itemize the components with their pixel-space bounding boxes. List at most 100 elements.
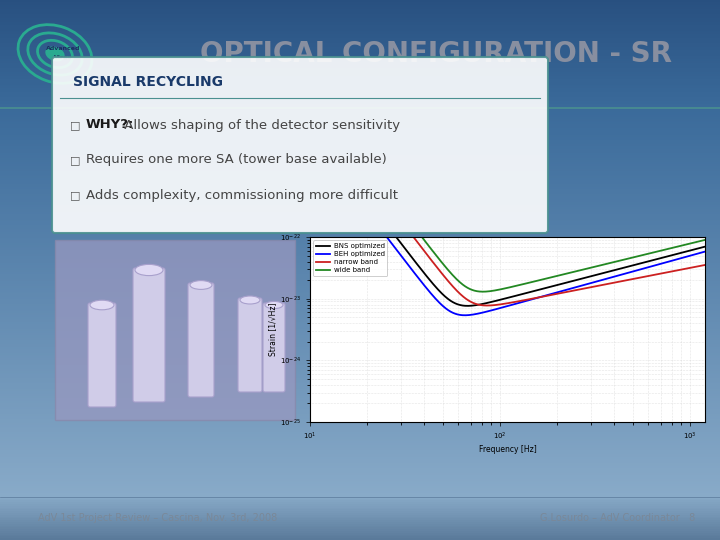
Bar bbox=[0, 147, 720, 150]
Bar bbox=[0, 140, 720, 142]
Bar bbox=[0, 468, 720, 470]
Bar bbox=[0, 36, 720, 38]
Bar bbox=[0, 200, 720, 201]
Bar bbox=[0, 306, 720, 308]
Bar bbox=[0, 313, 720, 315]
Bar bbox=[0, 518, 720, 520]
FancyBboxPatch shape bbox=[133, 268, 165, 402]
Bar bbox=[0, 525, 720, 528]
Bar bbox=[0, 144, 720, 146]
Bar bbox=[0, 104, 720, 106]
Bar bbox=[0, 533, 720, 535]
Bar bbox=[0, 393, 720, 394]
Bar bbox=[0, 353, 720, 355]
Line: wide band: wide band bbox=[310, 92, 709, 292]
Bar bbox=[0, 174, 720, 177]
Bar bbox=[0, 70, 720, 72]
Bar bbox=[0, 454, 720, 455]
wide band bbox=[306, 89, 315, 95]
Bar bbox=[0, 444, 720, 447]
Bar bbox=[0, 403, 720, 405]
Bar bbox=[0, 128, 720, 130]
Bar bbox=[0, 410, 720, 412]
Bar bbox=[0, 464, 720, 466]
Bar bbox=[0, 382, 720, 383]
Bar bbox=[0, 115, 720, 117]
Bar bbox=[0, 184, 720, 185]
Bar bbox=[0, 90, 720, 92]
Bar bbox=[0, 326, 720, 328]
Bar bbox=[0, 25, 720, 27]
Bar bbox=[0, 27, 720, 29]
Bar bbox=[0, 38, 720, 39]
Bar bbox=[0, 117, 720, 119]
Bar bbox=[0, 42, 720, 43]
Bar bbox=[0, 328, 720, 329]
Bar bbox=[0, 248, 720, 250]
Bar bbox=[0, 304, 720, 306]
Bar bbox=[0, 270, 720, 272]
Bar bbox=[0, 61, 720, 63]
Bar bbox=[0, 371, 720, 373]
Bar bbox=[0, 180, 720, 182]
Text: Adds complexity, commissioning more difficult: Adds complexity, commissioning more diff… bbox=[86, 188, 398, 201]
Bar bbox=[0, 97, 720, 99]
Bar bbox=[0, 324, 720, 326]
Bar bbox=[0, 452, 720, 454]
Bar bbox=[0, 329, 720, 331]
Bar bbox=[0, 43, 720, 45]
Bar bbox=[0, 133, 720, 135]
Bar bbox=[0, 7, 720, 9]
Bar bbox=[0, 49, 720, 50]
Bar bbox=[0, 349, 720, 351]
Bar bbox=[0, 432, 720, 434]
Bar bbox=[0, 443, 720, 444]
Bar bbox=[0, 59, 720, 61]
Bar bbox=[0, 139, 720, 140]
Bar bbox=[0, 241, 720, 243]
Bar bbox=[0, 417, 720, 420]
Bar bbox=[0, 471, 720, 474]
Bar bbox=[0, 522, 720, 524]
Bar bbox=[0, 69, 720, 70]
Bar bbox=[0, 351, 720, 353]
Bar bbox=[0, 360, 720, 362]
Bar bbox=[0, 194, 720, 196]
Bar bbox=[0, 245, 720, 247]
BEH optimized bbox=[705, 247, 714, 254]
Bar bbox=[0, 520, 720, 522]
Text: G.Losurdo – AdV Coordinator   8: G.Losurdo – AdV Coordinator 8 bbox=[540, 514, 695, 523]
Bar bbox=[0, 538, 720, 540]
Bar bbox=[0, 76, 720, 77]
Bar bbox=[0, 231, 720, 232]
Bar bbox=[0, 228, 720, 231]
Bar bbox=[0, 32, 720, 34]
Bar bbox=[0, 29, 720, 31]
Bar bbox=[0, 374, 720, 376]
Bar bbox=[0, 191, 720, 193]
Bar bbox=[0, 255, 720, 258]
Bar bbox=[0, 482, 720, 484]
Bar bbox=[0, 405, 720, 407]
Bar bbox=[0, 58, 720, 59]
BEH optimized bbox=[544, 292, 552, 298]
Bar bbox=[0, 528, 720, 529]
Bar bbox=[0, 108, 720, 110]
FancyBboxPatch shape bbox=[88, 303, 116, 407]
Bar bbox=[0, 355, 720, 356]
Bar bbox=[0, 92, 720, 93]
Bar bbox=[0, 137, 720, 139]
Bar bbox=[0, 131, 720, 133]
Bar bbox=[0, 189, 720, 191]
FancyBboxPatch shape bbox=[55, 240, 295, 420]
wide band bbox=[496, 286, 505, 293]
Bar bbox=[0, 252, 720, 254]
narrow band bbox=[544, 292, 552, 299]
BNS optimized bbox=[544, 284, 552, 291]
Bar bbox=[0, 212, 720, 214]
Bar bbox=[0, 218, 720, 220]
Bar bbox=[0, 495, 720, 497]
Bar bbox=[0, 243, 720, 245]
Bar bbox=[0, 39, 720, 42]
Bar bbox=[0, 344, 720, 346]
